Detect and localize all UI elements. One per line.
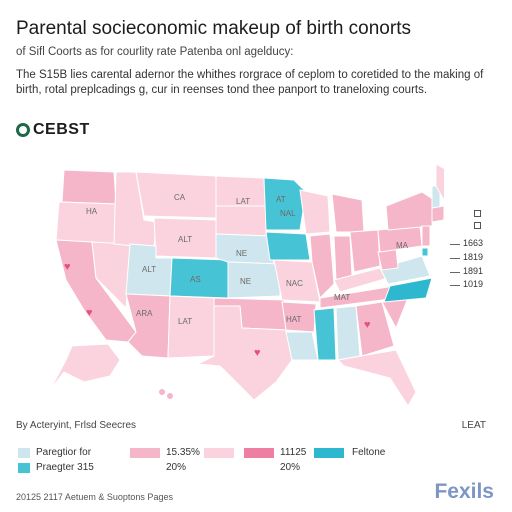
state-label: CA bbox=[174, 193, 186, 202]
state-label: AT bbox=[276, 195, 286, 204]
state-arizona[interactable] bbox=[125, 293, 171, 359]
state-florida[interactable] bbox=[336, 349, 417, 407]
legend-swatch bbox=[314, 448, 344, 458]
state-ohio[interactable] bbox=[349, 229, 381, 273]
page-description: The S15B lies carental adernor the whith… bbox=[16, 69, 484, 96]
state-kansas[interactable] bbox=[227, 261, 281, 299]
state-hawaii[interactable] bbox=[159, 389, 165, 395]
legend-label: Praegter 315 bbox=[36, 462, 94, 473]
us-state-map: ♥ ♥ ♥ ♥ CA HA ALT ALT AS NE LAT NE NAC H… bbox=[49, 163, 444, 407]
legend-label: Paregtior for bbox=[36, 447, 92, 458]
state-indiana[interactable] bbox=[333, 235, 353, 281]
state-label: LAT bbox=[236, 197, 250, 206]
state-texas[interactable] bbox=[196, 305, 293, 401]
side-value: 1019 bbox=[463, 279, 484, 289]
map-zoom-out-button[interactable] bbox=[474, 222, 481, 229]
legend-swatch bbox=[244, 448, 274, 458]
state-wisconsin[interactable] bbox=[299, 189, 331, 235]
legend-swatch bbox=[130, 448, 160, 458]
state-label: MAT bbox=[334, 293, 350, 302]
state-georgia[interactable] bbox=[355, 301, 395, 357]
state-label: HA bbox=[86, 207, 98, 216]
state-new-jersey[interactable] bbox=[421, 225, 431, 247]
side-value: 1891 bbox=[463, 266, 484, 276]
state-south-dakota[interactable] bbox=[215, 205, 267, 237]
state-label: HAT bbox=[286, 315, 302, 324]
heart-marker-icon: ♥ bbox=[364, 319, 371, 331]
side-value: 1663 bbox=[463, 238, 484, 248]
state-minnesota[interactable] bbox=[263, 177, 307, 231]
page-subtitle: of Sifl Coorts as for courlity rate Pate… bbox=[16, 46, 294, 58]
source-credit: By Acteryint, Frlsd Seecres bbox=[16, 420, 137, 431]
source-tag: LEAT bbox=[461, 420, 486, 431]
state-arkansas[interactable] bbox=[281, 301, 317, 333]
legend-swatch bbox=[18, 448, 30, 458]
state-mississippi[interactable] bbox=[313, 307, 337, 361]
brand-name: CEBST bbox=[33, 121, 90, 138]
state-hawaii-2[interactable] bbox=[167, 393, 173, 399]
heart-marker-icon: ♥ bbox=[254, 347, 261, 359]
leader-line bbox=[450, 258, 460, 259]
state-iowa[interactable] bbox=[265, 231, 311, 261]
state-label: ARA bbox=[136, 309, 153, 318]
state-alaska[interactable] bbox=[49, 343, 121, 391]
state-new-york[interactable] bbox=[385, 191, 435, 231]
legend-range: 20% bbox=[280, 462, 301, 473]
state-label: NAL bbox=[280, 209, 296, 218]
legend-label: Feltone bbox=[352, 447, 386, 458]
legend-range: 20% bbox=[166, 462, 187, 473]
state-north-carolina[interactable] bbox=[383, 277, 433, 303]
legend-swatch bbox=[18, 463, 30, 473]
state-massachusetts[interactable] bbox=[431, 205, 444, 223]
state-virginia[interactable] bbox=[379, 255, 431, 285]
page-title: Parental socieconomic makeup of birth co… bbox=[16, 18, 411, 39]
state-label: NAC bbox=[286, 279, 303, 288]
state-label: LAT bbox=[178, 317, 192, 326]
leader-line bbox=[450, 272, 460, 273]
state-michigan[interactable] bbox=[331, 193, 365, 233]
state-delaware[interactable] bbox=[421, 247, 429, 257]
brand-logo-icon bbox=[16, 123, 30, 137]
legend-swatch bbox=[204, 448, 234, 458]
leader-line bbox=[450, 285, 460, 286]
state-maine[interactable] bbox=[435, 163, 444, 202]
state-label: NE bbox=[240, 277, 251, 286]
side-value: 1819 bbox=[463, 252, 484, 262]
state-label: NE bbox=[236, 249, 247, 258]
state-louisiana[interactable] bbox=[285, 331, 319, 361]
legend-range: 15.35% bbox=[166, 447, 200, 458]
state-washington[interactable] bbox=[61, 169, 117, 205]
legend-range: 11125 bbox=[280, 447, 307, 458]
state-label: ALT bbox=[178, 235, 192, 244]
state-label: MA bbox=[396, 241, 409, 250]
publisher-logo: Fexils bbox=[434, 480, 494, 503]
leader-line bbox=[450, 244, 460, 245]
map-zoom-in-button[interactable] bbox=[474, 210, 481, 217]
brand: CEBST bbox=[16, 121, 90, 139]
state-label: ALT bbox=[142, 265, 156, 274]
heart-marker-icon: ♥ bbox=[64, 261, 71, 273]
footer-note: 20125 2117 Aetuem & Suoptons Pages bbox=[16, 492, 173, 502]
state-alabama[interactable] bbox=[335, 305, 361, 361]
state-new-mexico[interactable] bbox=[167, 295, 215, 359]
state-illinois[interactable] bbox=[309, 233, 335, 299]
state-label: AS bbox=[190, 275, 201, 284]
heart-marker-icon: ♥ bbox=[86, 307, 93, 319]
